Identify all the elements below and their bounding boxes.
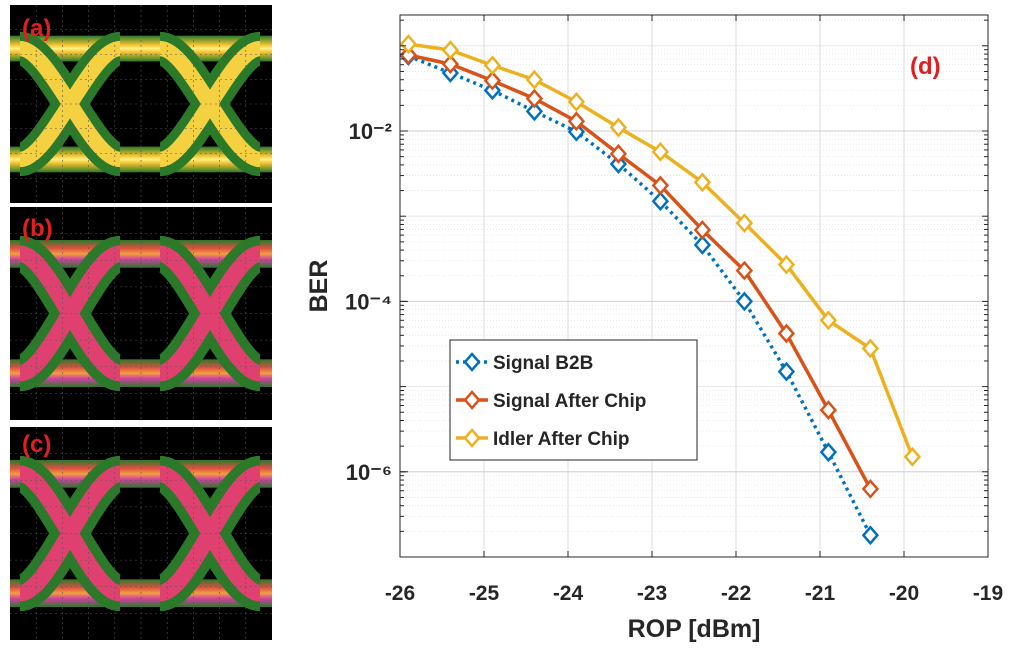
x-tick-label: -23 bbox=[637, 582, 667, 605]
y-tick-label: 10⁻⁴ bbox=[345, 289, 392, 314]
x-tick-label: -21 bbox=[805, 582, 836, 605]
panel-label: (a) bbox=[22, 15, 51, 42]
x-tick-label: -22 bbox=[721, 582, 751, 605]
x-tick-label: -26 bbox=[385, 582, 415, 605]
x-tick-label: -20 bbox=[889, 582, 919, 605]
legend-label: Signal B2B bbox=[493, 353, 593, 374]
legend-label: Idler After Chip bbox=[493, 429, 630, 450]
x-tick-label: -24 bbox=[553, 582, 584, 605]
panel-label: (d) bbox=[910, 53, 941, 80]
legend-label: Signal After Chip bbox=[493, 391, 646, 412]
y-tick-label: 10⁻² bbox=[349, 119, 392, 144]
figure: -26 -25 -24 -23 -22 -21 -20 -19 10⁻⁶ 10⁻⁴ 10⁻² ROP… bbox=[0, 0, 1013, 650]
x-axis-label: ROP [dBm] bbox=[628, 615, 761, 643]
x-tick-label: -25 bbox=[469, 582, 500, 605]
x-tick-label: -19 bbox=[973, 582, 1003, 605]
y-axis-label: BER bbox=[305, 260, 333, 313]
legend: Signal B2B Signal After Chip Idler After C… bbox=[450, 340, 697, 460]
y-tick-label: 10⁻⁶ bbox=[346, 460, 392, 485]
panel-label: (c) bbox=[22, 431, 51, 458]
eye-diagrams bbox=[10, 5, 272, 640]
panel-label: (b) bbox=[22, 215, 53, 242]
